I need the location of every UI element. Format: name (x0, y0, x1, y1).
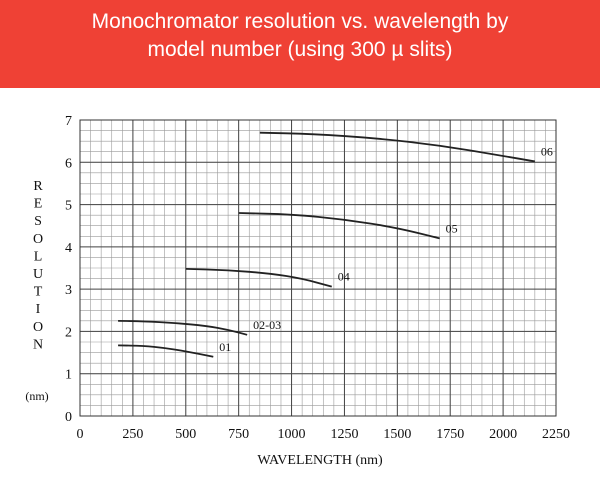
series-label-05: 05 (446, 221, 458, 235)
y-tick-label: 6 (65, 156, 72, 171)
series-line-01 (118, 344, 214, 358)
series-lines (118, 131, 535, 358)
minor-gridlines (79, 119, 557, 417)
x-tick-label: 1500 (383, 427, 411, 442)
y-label-letter: L (34, 249, 43, 264)
series-label-06: 06 (541, 144, 553, 158)
y-label-letter: R (33, 179, 43, 194)
y-label-letter: S (34, 214, 42, 229)
series-label-04: 04 (338, 270, 350, 284)
chart-title-line-2: model number (using 300 µ slits) (147, 38, 453, 61)
y-label-letter: T (34, 285, 43, 300)
y-label-letter: O (33, 320, 43, 335)
y-label-unit: (nm) (25, 389, 48, 403)
y-tick-label: 2 (65, 325, 72, 340)
x-axis-label: WAVELENGTH (nm) (257, 453, 383, 468)
x-tick-label: 1250 (330, 427, 358, 442)
series-labels: 01 02-03 04 05 06 (219, 144, 553, 353)
series-line-05 (238, 212, 440, 240)
y-axis-tick-labels: 0 1 2 3 4 5 6 7 (65, 114, 72, 425)
x-tick-label: 1000 (278, 427, 306, 442)
y-label-letter: N (33, 337, 43, 352)
resolution-line-chart: 0 250 500 750 1000 1250 1500 1750 2000 2250 01234… (25, 114, 571, 468)
x-tick-label: 1750 (436, 427, 464, 442)
plot-area-frame (79, 119, 557, 417)
x-tick-label: 500 (175, 427, 196, 442)
title-banner: Monochromator resolution vs. wavelength … (0, 0, 600, 88)
y-tick-label: 4 (65, 241, 72, 256)
series-line-04 (185, 267, 332, 288)
x-tick-label: 250 (122, 427, 143, 442)
x-tick-label: 2250 (542, 427, 570, 442)
y-label-letter: I (36, 302, 41, 317)
y-label-letter: U (33, 267, 43, 282)
series-line-02-03 (118, 319, 248, 336)
x-axis-tick-labels: 0 250 500 750 1000 1250 1500 1750 2000 2250 (77, 427, 571, 442)
y-tick-label: 1 (65, 368, 72, 383)
series-label-01: 01 (219, 340, 231, 354)
series-label-02-03: 02-03 (253, 318, 281, 332)
x-tick-label: 750 (228, 427, 249, 442)
y-label-letter: O (33, 232, 43, 247)
y-label-letter: E (34, 197, 43, 212)
series-line-06 (259, 131, 535, 163)
chart-title-line-1: Monochromator resolution vs. wavelength … (91, 10, 509, 33)
x-tick-label: 2000 (489, 427, 517, 442)
y-tick-label: 5 (65, 199, 72, 214)
x-tick-label: 0 (77, 427, 84, 442)
y-tick-label: 7 (65, 114, 72, 129)
y-tick-label: 0 (65, 410, 72, 425)
y-tick-label: 3 (65, 283, 72, 298)
